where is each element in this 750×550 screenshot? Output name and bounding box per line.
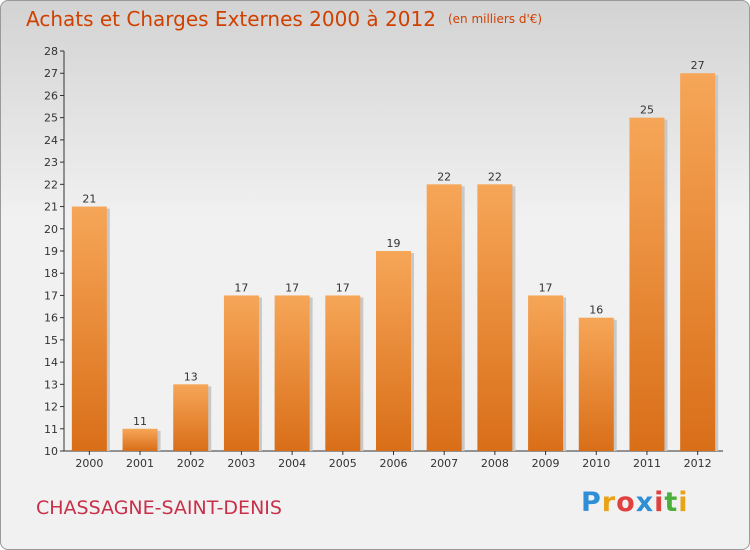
bar-value-label: 17 (336, 281, 350, 294)
x-tick-label: 2010 (582, 457, 610, 470)
bar-value-label: 11 (133, 415, 147, 428)
x-tick-label: 2004 (278, 457, 306, 470)
x-tick-label: 2002 (177, 457, 205, 470)
logo-letter: i (654, 487, 665, 518)
y-tick-label: 11 (44, 423, 58, 436)
y-tick-label: 22 (44, 178, 58, 191)
x-tick-label: 2005 (329, 457, 357, 470)
chart-title-block: Achats et Charges Externes 2000 à 2012 (e… (26, 7, 542, 31)
x-tick-label: 2012 (684, 457, 712, 470)
y-tick-label: 27 (44, 67, 58, 80)
x-tick-label: 2003 (227, 457, 255, 470)
bar (274, 295, 310, 451)
data-labels: 21 11 13 17 17 17 19 22 22 17 16 25 27 (82, 59, 704, 428)
y-tick-label: 21 (44, 201, 58, 214)
bar (528, 295, 564, 451)
bar-value-label: 22 (488, 170, 502, 183)
logo-letter: i (678, 487, 689, 518)
bar (173, 384, 209, 451)
commune-name: CHASSAGNE-SAINT-DENIS (36, 497, 282, 519)
bar-value-label: 16 (589, 304, 603, 317)
bars (71, 73, 719, 452)
logo-letter: x (635, 487, 655, 518)
bar (680, 73, 716, 451)
bar-value-label: 19 (387, 237, 401, 250)
x-tick-label: 2008 (481, 457, 509, 470)
bar (325, 295, 361, 451)
y-tick-label: 14 (44, 356, 58, 369)
logo-letter: r (601, 487, 617, 518)
bar-value-label: 21 (82, 193, 96, 206)
axes: 10 11 12 13 14 15 16 17 18 19 20 21 22 23 24 25 26 27 28 20… (44, 45, 723, 470)
bar-value-label: 22 (437, 170, 451, 183)
bar-value-label: 17 (539, 281, 553, 294)
y-tick-label: 16 (44, 312, 58, 325)
bar (223, 295, 259, 451)
bar-value-label: 25 (640, 104, 654, 117)
y-tick-label: 13 (44, 378, 58, 391)
bar (376, 251, 411, 451)
bar (629, 117, 665, 452)
logo-letter: t (664, 487, 679, 518)
y-tick-label: 25 (44, 112, 58, 125)
y-tick-label: 19 (44, 245, 58, 258)
bar-value-label: 27 (691, 59, 705, 72)
chart-title: Achats et Charges Externes 2000 à 2012 (26, 7, 436, 31)
y-tick-label: 18 (44, 267, 58, 280)
bar-value-label: 13 (184, 370, 198, 383)
bar (477, 184, 513, 452)
x-tick-label: 2001 (126, 457, 154, 470)
bar-value-label: 17 (285, 281, 299, 294)
chart-unit: (en milliers d'€) (447, 12, 543, 26)
bar (71, 206, 107, 451)
y-tick-label: 15 (44, 334, 58, 347)
y-tick-label: 12 (44, 401, 58, 414)
y-tick-label: 10 (44, 445, 58, 458)
x-tick-label: 2000 (75, 457, 103, 470)
bar (426, 184, 462, 452)
y-tick-label: 28 (44, 45, 58, 58)
bar (122, 428, 158, 451)
proxiti-logo: Proxiti (581, 487, 689, 518)
y-tick-label: 24 (44, 134, 58, 147)
y-tick-label: 17 (44, 289, 58, 302)
y-tick-label: 23 (44, 156, 58, 169)
x-tick-label: 2011 (633, 457, 661, 470)
x-tick-label: 2007 (430, 457, 458, 470)
y-tick-label: 20 (44, 223, 58, 236)
bar (578, 317, 614, 451)
logo-letter: o (616, 487, 636, 518)
x-tick-label: 2006 (380, 457, 408, 470)
x-tick-label: 2009 (532, 457, 560, 470)
logo-letter: P (581, 487, 602, 518)
y-tick-label: 26 (44, 89, 58, 102)
bar-value-label: 17 (234, 281, 248, 294)
